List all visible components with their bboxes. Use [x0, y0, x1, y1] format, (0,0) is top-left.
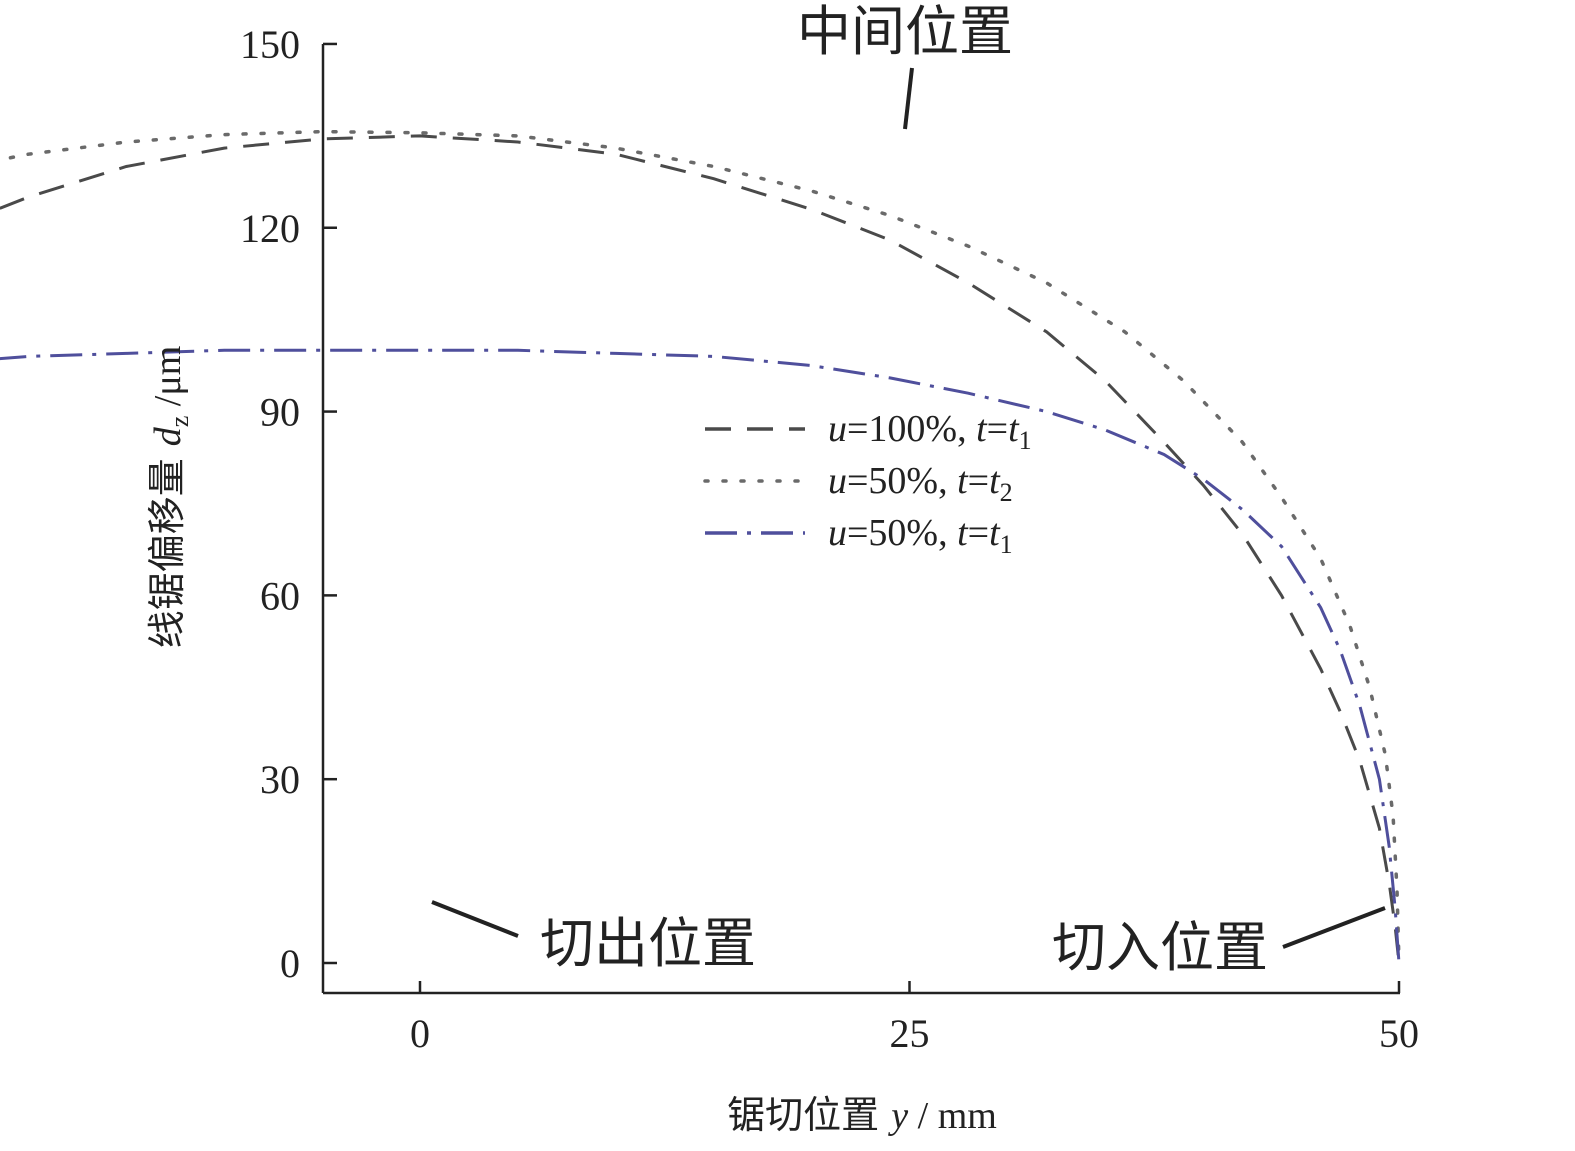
annotation-label-3: 切入位置	[1052, 916, 1268, 979]
x-tick-label: 50	[1379, 1011, 1419, 1056]
legend-label-3: u=50%, t=t1	[828, 512, 1013, 559]
y-axis-title: 线锯偏移量 dz /μm	[145, 346, 194, 649]
legend: u=100%, t=t1 u=50%, t=t2 u=50%, t=t1	[703, 408, 1032, 559]
y-tick-label: 120	[240, 206, 300, 251]
series-line-2	[0, 129, 1401, 965]
y-tick-label: 150	[240, 22, 300, 67]
series-layer	[0, 129, 1401, 965]
legend-label-2: u=50%, t=t2	[828, 460, 1013, 507]
series-line-1	[0, 134, 1401, 964]
annotation-leader-2	[431, 900, 519, 938]
annotation-leader-3	[1282, 906, 1386, 949]
annotation-label-1: 中间位置	[797, 0, 1013, 63]
x-tick-label: 0	[410, 1011, 430, 1056]
ticks: −50−25025500306090120150	[240, 22, 1419, 1056]
y-tick-label: 60	[260, 573, 300, 618]
y-tick-label: 30	[260, 757, 300, 802]
annotation-label-2: 切出位置	[540, 912, 756, 975]
annotation-leader-1	[903, 67, 914, 130]
series-line-3	[0, 348, 1401, 964]
x-axis-title: 锯切位置 y / mm	[727, 1093, 997, 1137]
legend-label-1: u=100%, t=t1	[828, 408, 1032, 455]
x-tick-label: 25	[890, 1011, 930, 1056]
y-tick-label: 90	[260, 390, 300, 435]
y-tick-label: 0	[280, 941, 300, 986]
